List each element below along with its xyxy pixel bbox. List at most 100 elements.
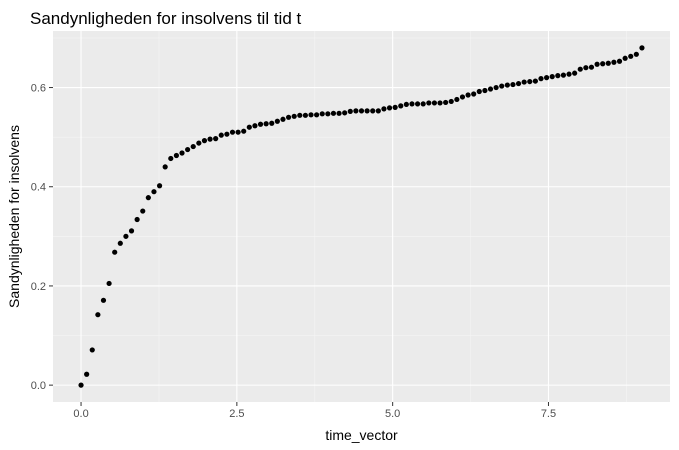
data-point (246, 124, 252, 130)
data-point (398, 103, 404, 109)
data-point (510, 81, 516, 88)
data-point (89, 347, 95, 353)
data-point (566, 71, 572, 77)
data-point (201, 138, 208, 144)
data-point (386, 105, 393, 111)
data-point (336, 110, 342, 116)
data-point (134, 216, 140, 223)
data-points (78, 45, 645, 388)
data-point (572, 70, 578, 76)
data-point (515, 80, 522, 87)
data-point (274, 118, 280, 124)
data-point (263, 121, 269, 127)
data-point (314, 112, 320, 118)
data-point (583, 65, 589, 71)
data-point (560, 72, 567, 78)
x-axis-title: time_vector (325, 427, 398, 443)
data-point (594, 61, 600, 67)
chart-title: Sandynligheden for insolvens til tid t (30, 9, 301, 28)
data-point (213, 136, 219, 142)
x-tick-label: 0.0 (73, 408, 88, 420)
data-point (112, 249, 118, 255)
data-point (414, 101, 421, 107)
data-point (588, 64, 595, 70)
x-tick-label: 7.5 (541, 408, 556, 420)
y-tick-label: 0.0 (31, 380, 46, 392)
major-gridlines (53, 31, 670, 402)
minor-gridlines (53, 31, 670, 402)
data-point (527, 78, 533, 85)
x-axis-ticks: 0.0 2.5 5.0 7.5 (73, 402, 556, 420)
data-point (381, 106, 387, 112)
data-point (100, 297, 107, 303)
data-point (454, 96, 460, 103)
data-point (499, 83, 505, 89)
data-point (308, 112, 314, 118)
data-point (179, 150, 185, 156)
data-point (364, 108, 370, 114)
data-point (235, 129, 241, 135)
y-tick-label: 0.4 (31, 182, 46, 194)
data-point (95, 312, 101, 318)
data-point (269, 120, 275, 126)
y-axis-ticks: 0.0 0.2 0.4 0.6 (31, 83, 53, 392)
data-point (257, 121, 264, 127)
data-point (622, 55, 628, 61)
data-point (628, 53, 634, 59)
data-point (168, 155, 174, 162)
data-point (544, 75, 550, 81)
data-point (549, 74, 555, 80)
data-point (448, 98, 454, 105)
data-point (493, 84, 499, 91)
data-point (443, 99, 449, 106)
data-point (218, 132, 224, 138)
data-point (476, 88, 482, 95)
data-point (347, 108, 353, 114)
plot-panel (53, 31, 670, 402)
data-point (639, 45, 645, 51)
data-point (196, 140, 202, 146)
data-point (84, 371, 90, 377)
data-point (431, 100, 438, 106)
data-point (403, 101, 409, 108)
data-point (325, 111, 331, 117)
data-point (280, 116, 286, 122)
data-point (185, 146, 191, 153)
data-point (140, 208, 146, 214)
data-point (117, 240, 123, 246)
data-point (156, 183, 163, 189)
y-tick-label: 0.2 (31, 281, 46, 293)
x-tick-label: 5.0 (385, 408, 400, 420)
data-point (605, 60, 611, 66)
data-point (370, 108, 376, 114)
data-point (302, 112, 309, 118)
data-point (555, 73, 561, 79)
data-point (459, 94, 466, 100)
data-point (224, 131, 230, 137)
data-point (465, 92, 471, 98)
data-point (611, 59, 617, 65)
data-point (633, 51, 639, 57)
y-axis-title: Sandynligheden for insolvens (6, 125, 22, 308)
data-point (252, 123, 258, 129)
data-point (285, 114, 292, 120)
data-point (151, 189, 157, 195)
data-point (392, 104, 398, 110)
data-point (162, 164, 168, 170)
data-point (487, 86, 494, 92)
data-point (600, 61, 606, 67)
data-point (375, 108, 381, 114)
data-point (471, 91, 477, 97)
data-point (145, 195, 151, 201)
data-point (291, 113, 297, 119)
data-point (358, 108, 365, 114)
data-point (420, 101, 426, 107)
data-point (190, 143, 196, 150)
x-tick-label: 2.5 (229, 408, 244, 420)
data-point (106, 280, 112, 287)
data-point (207, 136, 213, 142)
data-point (319, 111, 325, 117)
data-point (532, 78, 538, 84)
